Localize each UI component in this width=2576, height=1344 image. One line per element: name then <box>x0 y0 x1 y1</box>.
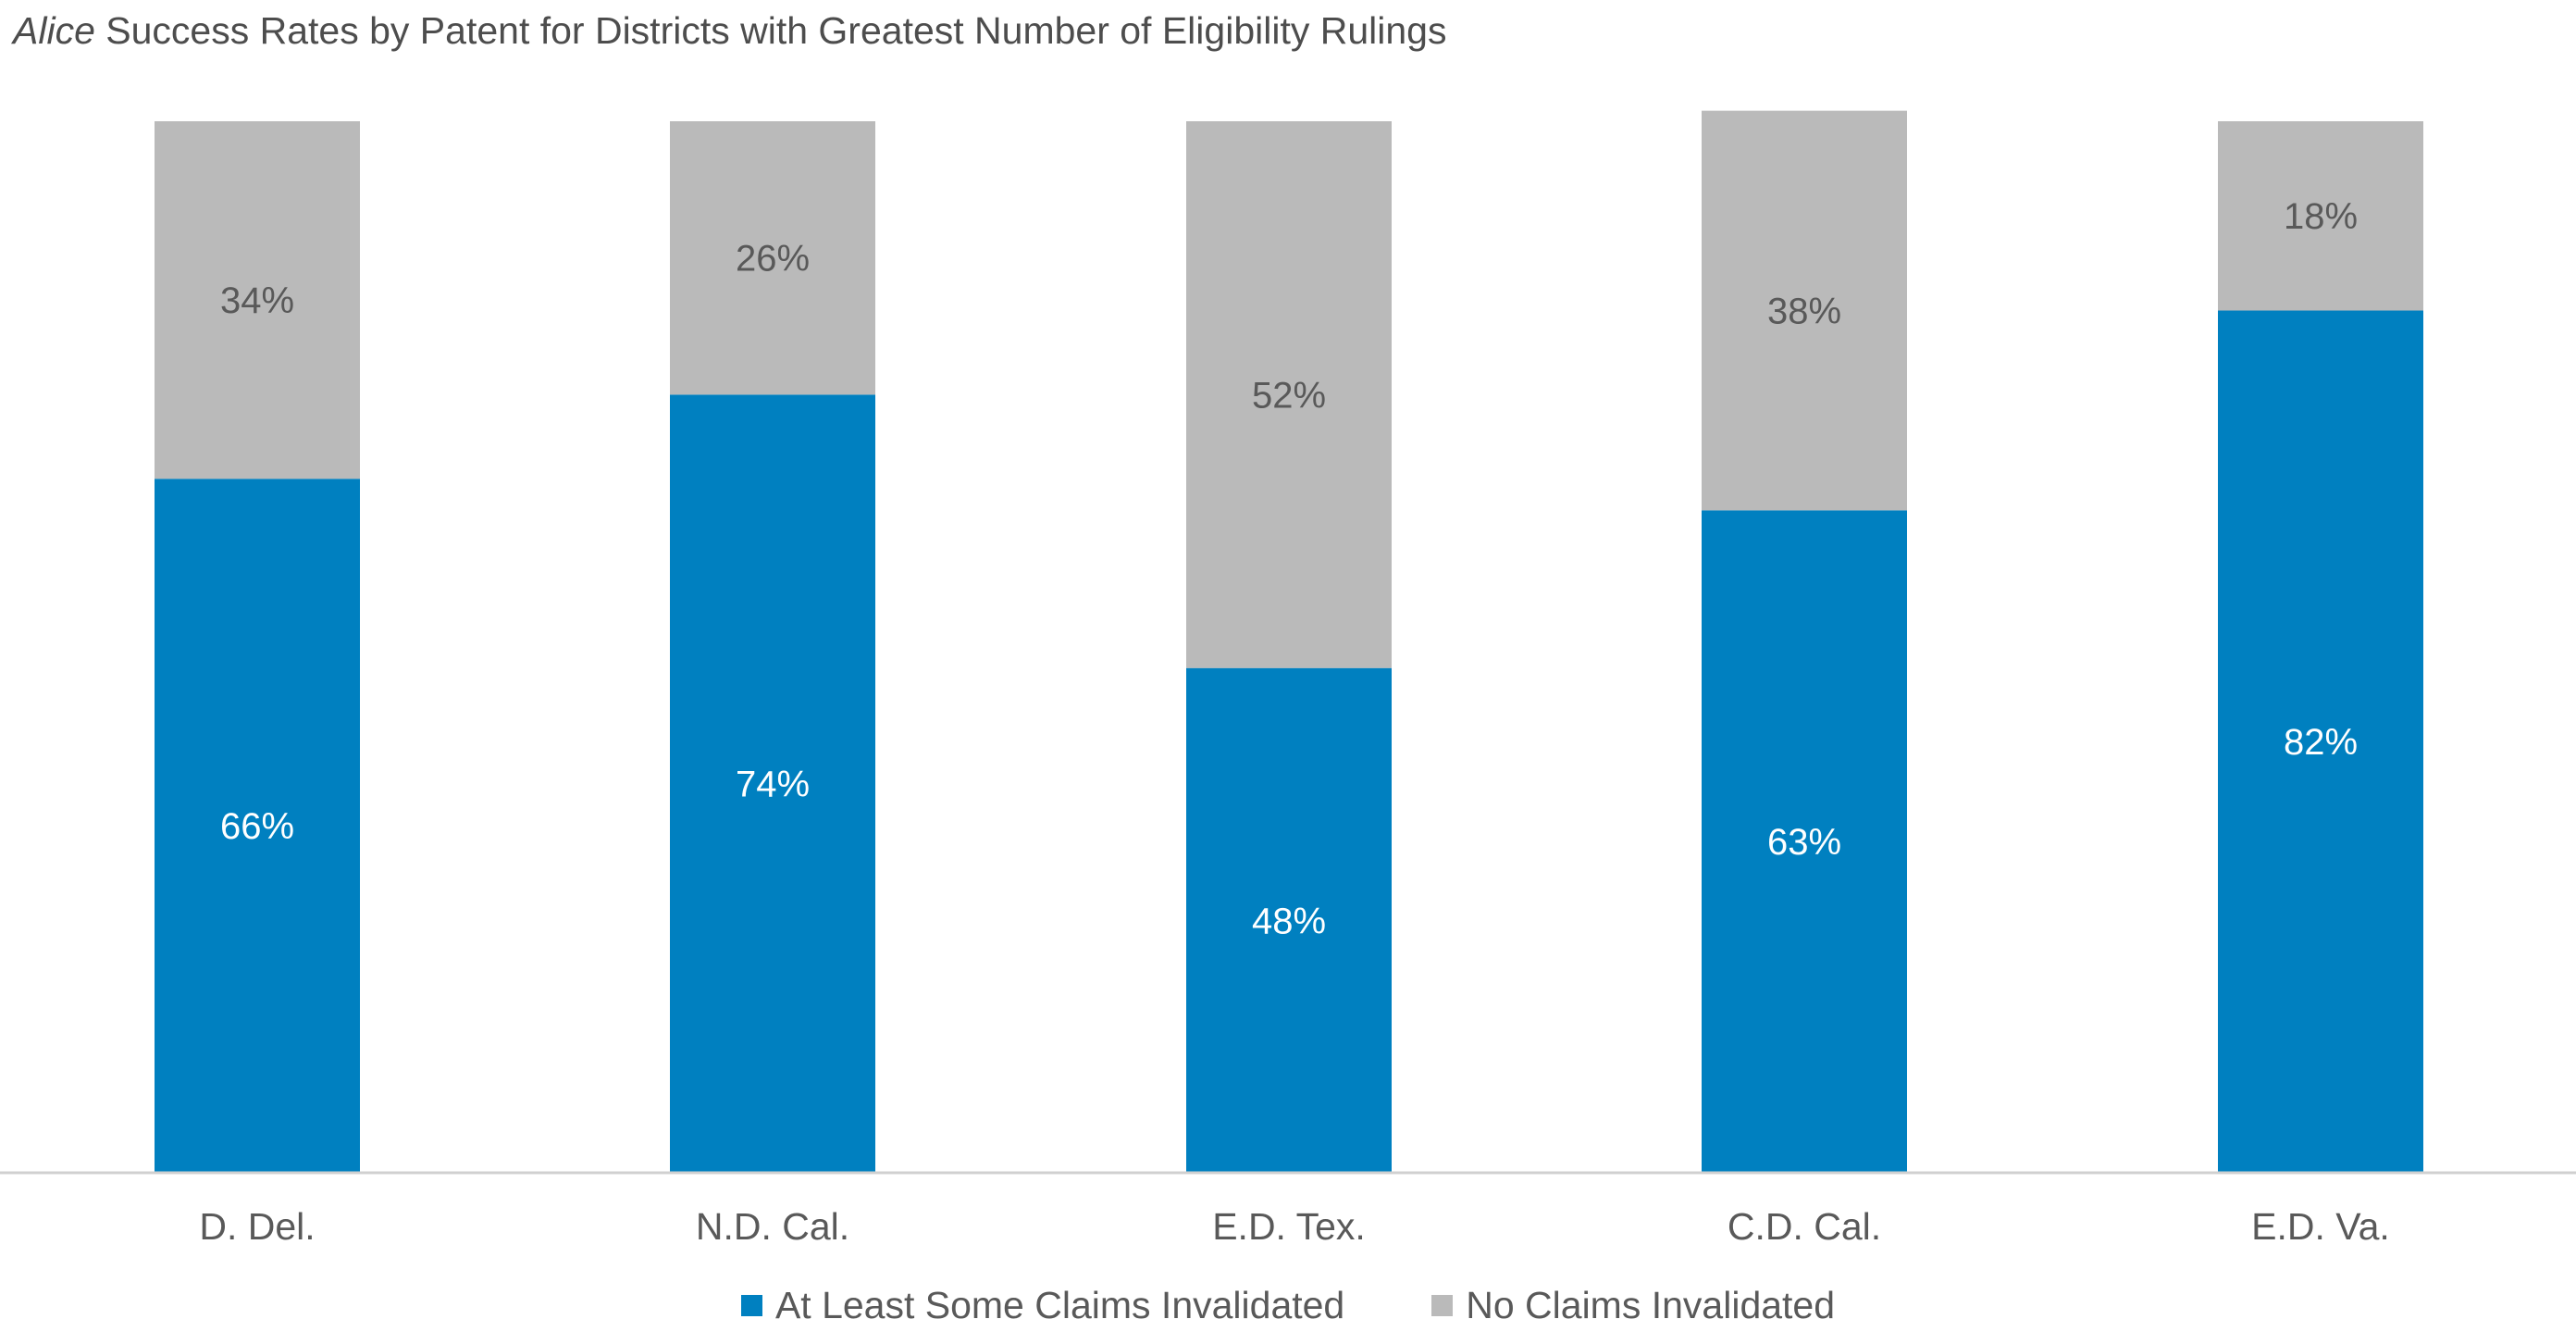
data-label-d-del-not-invalidated: 34% <box>220 280 294 321</box>
data-label-e-d-tex-invalidated: 48% <box>1252 901 1326 941</box>
legend-swatch-not-invalidated <box>1431 1295 1453 1316</box>
data-label-e-d-va-invalidated: 82% <box>2284 722 2358 763</box>
data-label-n-d-cal-not-invalidated: 26% <box>736 239 810 280</box>
x-tick-label-d-del: D. Del. <box>199 1205 315 1248</box>
x-tick-label-e-d-va: E.D. Va. <box>2251 1205 2390 1248</box>
legend-item-invalidated: At Least Some Claims Invalidated <box>741 1284 1344 1327</box>
x-tick-label-c-d-cal: C.D. Cal. <box>1728 1205 1881 1248</box>
data-label-c-d-cal-not-invalidated: 38% <box>1767 291 1841 331</box>
data-label-c-d-cal-invalidated: 63% <box>1767 822 1841 863</box>
data-label-e-d-va-not-invalidated: 18% <box>2284 196 2358 237</box>
legend-label-invalidated: At Least Some Claims Invalidated <box>775 1284 1344 1327</box>
data-label-n-d-cal-invalidated: 74% <box>736 765 810 805</box>
legend-item-not-invalidated: No Claims Invalidated <box>1431 1284 1835 1327</box>
data-label-d-del-invalidated: 66% <box>220 806 294 847</box>
x-tick-label-n-d-cal: N.D. Cal. <box>696 1205 849 1248</box>
legend-label-not-invalidated: No Claims Invalidated <box>1466 1284 1835 1327</box>
x-tick-label-e-d-tex: E.D. Tex. <box>1212 1205 1366 1248</box>
data-label-e-d-tex-not-invalidated: 52% <box>1252 375 1326 416</box>
chart-plot: 66% 34% 74% 26% 48% 52% 63% 38% 82% 18% D. Del. N.… <box>0 0 2576 1277</box>
bars-group: 66% 34% 74% 26% 48% 52% 63% 38% 82% 18% <box>155 111 2423 1173</box>
legend: At Least Some Claims Invalidated No Clai… <box>0 1284 2576 1327</box>
x-tick-labels: D. Del. N.D. Cal. E.D. Tex. C.D. Cal. E.D. V… <box>199 1205 2389 1248</box>
legend-swatch-invalidated <box>741 1295 762 1316</box>
